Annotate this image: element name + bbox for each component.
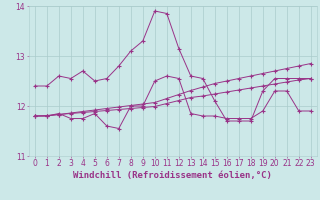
X-axis label: Windchill (Refroidissement éolien,°C): Windchill (Refroidissement éolien,°C) xyxy=(73,171,272,180)
